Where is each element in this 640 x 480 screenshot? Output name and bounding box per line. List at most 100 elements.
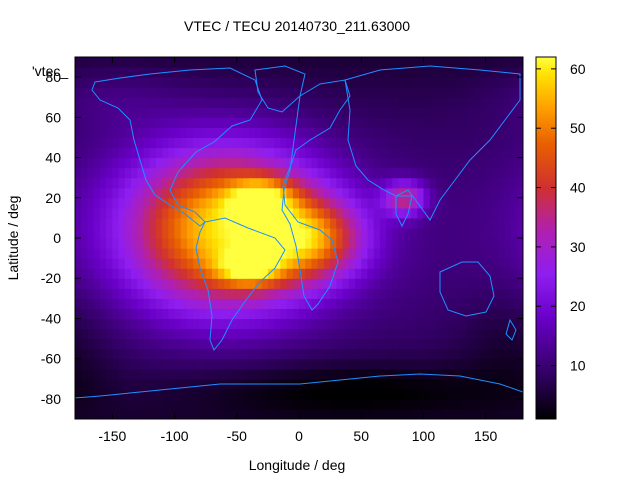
heatmap-cell (174, 177, 182, 189)
heatmap-cell (174, 378, 182, 390)
heatmap-cell (398, 127, 406, 139)
heatmap-cell (504, 238, 512, 249)
heatmap-cell (99, 358, 107, 370)
heatmap-cell (336, 107, 344, 118)
heatmap-cell (373, 217, 381, 229)
heatmap-cell (131, 217, 138, 229)
heatmap-cell (131, 177, 138, 189)
heatmap-cell (292, 127, 300, 139)
heatmap-cell (330, 268, 337, 279)
heatmap-cell (286, 408, 294, 419)
heatmap-cell (373, 278, 381, 289)
heatmap-cell (342, 177, 350, 189)
heatmap-cell (162, 338, 169, 350)
heatmap-cell (280, 318, 288, 330)
heatmap-cell (99, 107, 107, 118)
heatmap-cell (261, 57, 269, 68)
heatmap-cell (423, 87, 431, 98)
heatmap-cell (87, 67, 95, 78)
heatmap-cell (355, 137, 362, 149)
heatmap-cell (361, 348, 369, 360)
heatmap-cell (174, 187, 182, 199)
heatmap-cell (417, 77, 425, 88)
heatmap-cell (454, 248, 462, 259)
heatmap-cell (336, 268, 344, 279)
heatmap-cell (435, 318, 443, 330)
heatmap-cell (143, 107, 151, 118)
heatmap-cell (87, 197, 95, 209)
heatmap-cell (155, 207, 163, 219)
heatmap-cell (411, 77, 418, 88)
heatmap-cell (342, 348, 350, 360)
heatmap-cell (193, 268, 201, 279)
heatmap-cell (355, 268, 362, 279)
heatmap-cell (491, 238, 499, 249)
heatmap-cell (93, 157, 101, 169)
heatmap-cell (99, 248, 107, 259)
heatmap-cell (442, 87, 449, 98)
heatmap-cell (305, 157, 313, 169)
heatmap-cell (429, 358, 437, 370)
heatmap-cell (87, 117, 95, 128)
heatmap-cell (255, 187, 263, 199)
heatmap-cell (467, 308, 474, 320)
heatmap-cell (392, 298, 400, 309)
heatmap-cell (199, 348, 207, 360)
heatmap-cell (243, 197, 250, 209)
heatmap-cell (373, 358, 381, 370)
heatmap-cell (280, 278, 288, 289)
heatmap-cell (305, 127, 313, 139)
heatmap-cell (286, 308, 294, 320)
heatmap-cell (361, 227, 369, 239)
heatmap-cell (143, 298, 151, 309)
heatmap-cell (174, 318, 182, 330)
heatmap-cell (155, 177, 163, 189)
heatmap-cell (373, 308, 381, 320)
heatmap-cell (442, 197, 449, 209)
heatmap-cell (218, 268, 225, 279)
heatmap-cell (417, 217, 425, 229)
heatmap-cell (267, 117, 275, 128)
heatmap-cell (417, 117, 425, 128)
heatmap-cell (75, 217, 82, 229)
heatmap-cell (311, 117, 319, 128)
heatmap-cell (149, 358, 157, 370)
heatmap-cell (510, 167, 518, 179)
heatmap-cell (323, 278, 331, 289)
heatmap-cell (336, 177, 344, 189)
heatmap-cell (187, 167, 194, 179)
heatmap-cell (330, 137, 337, 149)
heatmap-cell (323, 167, 331, 179)
heatmap-cell (491, 77, 499, 88)
heatmap-cell (373, 338, 381, 350)
heatmap-cell (504, 107, 512, 118)
heatmap-cell (81, 57, 89, 68)
heatmap-cell (342, 248, 350, 259)
heatmap-cell (124, 117, 132, 128)
heatmap-cell (81, 157, 89, 169)
heatmap-cell (435, 177, 443, 189)
heatmap-cell (292, 348, 300, 360)
heatmap-cell (131, 248, 138, 259)
heatmap-cell (137, 328, 145, 340)
heatmap-cell (199, 368, 207, 380)
heatmap-cell (249, 258, 257, 269)
heatmap-cell (330, 248, 337, 259)
heatmap-cell (187, 298, 194, 309)
heatmap-cell (75, 117, 82, 128)
heatmap-cell (255, 167, 263, 179)
heatmap-cell (504, 197, 512, 209)
heatmap-cell (442, 328, 449, 340)
heatmap-cell (218, 298, 225, 309)
heatmap-cell (199, 318, 207, 330)
heatmap-cell (336, 398, 344, 410)
heatmap-cell (504, 127, 512, 139)
heatmap-cell (479, 157, 487, 169)
heatmap-cell (429, 167, 437, 179)
heatmap-cell (498, 147, 505, 159)
heatmap-cell (423, 57, 431, 68)
heatmap-cell (162, 248, 169, 259)
heatmap-cell (155, 77, 163, 88)
heatmap-cell (193, 388, 201, 400)
heatmap-cell (411, 87, 418, 98)
